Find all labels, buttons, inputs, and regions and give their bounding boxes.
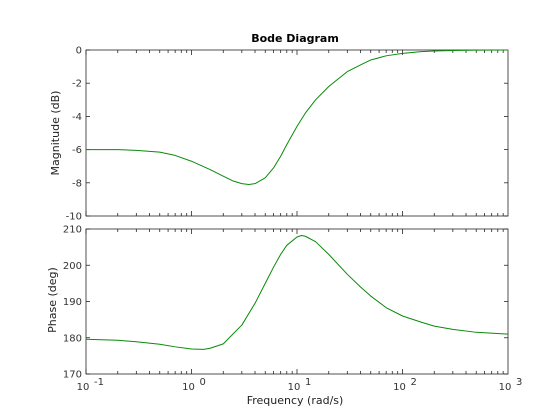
phase-y-tick-label: 170 [63, 370, 82, 381]
frequency-x-tick-exponent: 2 [411, 377, 417, 388]
frequency-x-tick-label: 10 [77, 382, 90, 393]
magnitude-y-tick-label: -2 [72, 79, 82, 90]
magnitude-plot: 0 -2 -4 -6 -8 -10 [66, 46, 509, 223]
phase-y-tick-label: 210 [63, 225, 82, 236]
phase-y-tick-label: 200 [63, 261, 82, 272]
frequency-x-tick-exponent: -1 [94, 377, 104, 388]
frequency-x-tick-label: 10 [288, 382, 301, 393]
phase-series-line [85, 235, 509, 350]
magnitude-y-tick-label: -10 [66, 212, 82, 223]
magnitude-y-tick-label: -6 [72, 145, 82, 156]
phase-axes-frame [85, 228, 509, 375]
magnitude-y-tick-label: -8 [72, 178, 82, 189]
phase-y-tick-label: 180 [63, 333, 82, 344]
frequency-x-tick-exponent: 1 [305, 377, 311, 388]
chart-title: Bode Diagram [251, 32, 339, 45]
phase-y-axis-label: Phase (deg) [46, 267, 59, 333]
magnitude-y-tick-label: 0 [76, 46, 82, 57]
frequency-x-tick-label: 10 [182, 382, 195, 393]
phase-y-tick-label: 190 [63, 297, 82, 308]
magnitude-series-line [86, 49, 509, 185]
magnitude-axes-frame [85, 49, 509, 217]
frequency-x-tick-exponent: 3 [516, 377, 522, 388]
frequency-x-tick-label: 10 [393, 382, 406, 393]
frequency-x-axis-label: Frequency (rad/s) [247, 394, 344, 407]
magnitude-y-tick-label: -4 [72, 112, 82, 123]
frequency-x-tick-exponent: 0 [200, 377, 206, 388]
frequency-x-tick-label: 10 [499, 382, 512, 393]
magnitude-y-axis-label: Magnitude (dB) [49, 91, 62, 176]
